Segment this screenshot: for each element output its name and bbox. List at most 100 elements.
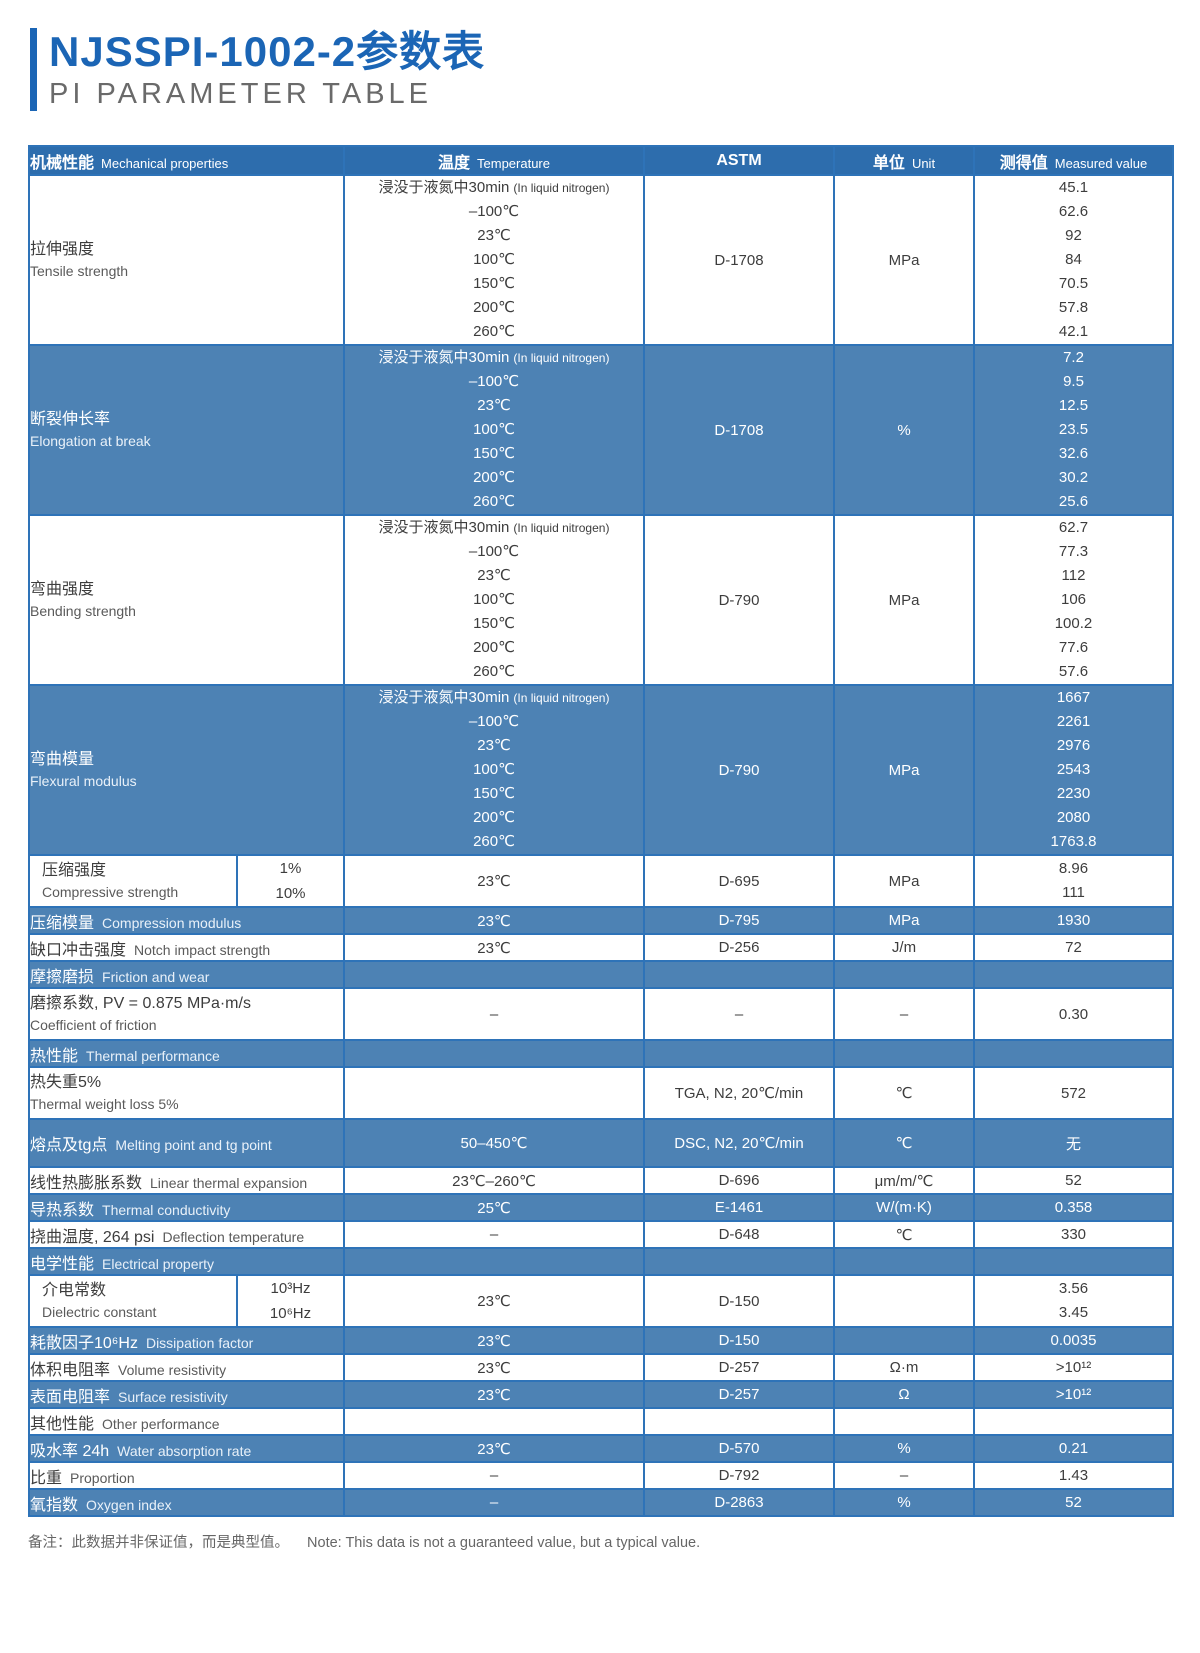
temperature-cell: 23℃–260℃: [343, 1166, 645, 1195]
property-label-cell: 拉伸强度 Tensile strength: [28, 174, 345, 346]
temperature-line: 200℃: [473, 469, 515, 486]
value-cell: >10¹²: [973, 1380, 1174, 1409]
temperature-line: 150℃: [473, 445, 515, 462]
value-cell: 1667 2261 2976 2543 2230 2080 1763.8: [973, 684, 1174, 856]
property-label-en: Other performance: [102, 1415, 220, 1432]
astm-cell: D-256: [643, 933, 835, 962]
page-subtitle: PI PARAMETER TABLE: [49, 78, 433, 110]
property-label-cell: 弯曲模量 Flexural modulus: [28, 684, 345, 856]
value-line: 57.8: [1058, 299, 1089, 316]
temperature-cell: –: [343, 1461, 645, 1490]
table-row: 挠曲温度, 264 psi Deflection temperature – D-64…: [28, 1220, 1174, 1249]
value-line: 57.6: [1058, 663, 1089, 680]
astm-cell: D-570: [643, 1434, 835, 1463]
column-header-zh: 测得值: [999, 154, 1048, 172]
property-label-en: Electrical property: [102, 1255, 215, 1272]
table-row: 摩擦磨损 Friction and wear: [28, 960, 1174, 989]
value-line: 23.5: [1058, 421, 1089, 438]
astm-cell: D-696: [643, 1166, 835, 1195]
value-line: 45.1: [1058, 179, 1089, 196]
astm-cell: D-1708: [643, 174, 835, 346]
value-cell: 330: [973, 1220, 1174, 1249]
property-label-en: Tensile strength: [30, 263, 129, 279]
property-label-zh: 耗散因子10⁶Hz: [30, 1334, 138, 1352]
temperature-cell: 23℃: [343, 1353, 645, 1382]
condition-sublabel: 1%: [279, 860, 302, 877]
column-header-zh: 单位: [872, 154, 905, 172]
footer-note: 备注：此数据并非保证值，而是典型值。 Note: This data is no…: [28, 1531, 1200, 1552]
property-label-en: Flexural modulus: [30, 773, 137, 789]
empty-cell: [343, 1247, 645, 1276]
unit-cell: μm/m/℃: [833, 1166, 975, 1195]
empty-cell: [973, 960, 1174, 989]
unit-cell: –: [833, 1461, 975, 1490]
property-label-en: Thermal performance: [86, 1047, 220, 1064]
value-cell: 572: [973, 1066, 1174, 1120]
table-row: 耗散因子10⁶Hz Dissipation factor 23℃ D-150 0.003…: [28, 1326, 1174, 1355]
unit-cell: MPa: [833, 906, 975, 935]
parameter-table: 机械性能 Mechanical properties 温度 Temperature AS…: [28, 145, 1174, 1517]
temperature-line: 150℃: [473, 615, 515, 632]
footer-note-zh: 备注：此数据并非保证值，而是典型值。: [28, 1535, 289, 1551]
property-label-zh: 挠曲温度, 264 psi: [30, 1228, 155, 1246]
property-label-en: Thermal weight loss 5%: [30, 1096, 179, 1112]
property-label-en: Coefficient of friction: [30, 1017, 157, 1033]
value-line: 7.2: [1063, 349, 1084, 366]
footer-note-en: Note: This data is not a guaranteed valu…: [307, 1535, 701, 1551]
value-line: 2080: [1056, 809, 1091, 826]
value-cell: 72: [973, 933, 1174, 962]
astm-cell: D-790: [643, 684, 835, 856]
table-row: 缺口冲击强度 Notch impact strength 23℃ D-256 J/m 72: [28, 933, 1174, 962]
empty-cell: [343, 960, 645, 989]
column-header-en: Mechanical properties: [101, 155, 229, 171]
unit-cell: MPa: [833, 514, 975, 686]
column-header-zh: ASTM: [716, 151, 762, 169]
property-label-cell: 压缩强度 Compressive strength 1% 10%: [28, 854, 345, 908]
value-cell: 0.21: [973, 1434, 1174, 1463]
value-line: 3.56: [1058, 1280, 1089, 1297]
temperature-cell: –: [343, 1220, 645, 1249]
temperature-cell: [343, 1066, 645, 1120]
value-cell: >10¹²: [973, 1353, 1174, 1382]
temperature-line: 23℃: [477, 567, 511, 584]
temperature-line: 100℃: [473, 251, 515, 268]
condition-sublabels: 1% 10%: [236, 857, 342, 905]
temperature-line: 浸没于液氮中30min (In liquid nitrogen): [378, 349, 610, 366]
value-cell: 3.56 3.45: [973, 1274, 1174, 1328]
astm-cell: D-792: [643, 1461, 835, 1490]
page-title: NJSSPI-1002-2参数表: [49, 28, 486, 75]
property-label-cell: 氧指数 Oxygen index: [28, 1488, 345, 1517]
property-label-zh: 摩擦磨损: [30, 968, 95, 986]
condition-sublabel: 10⁶Hz: [269, 1305, 312, 1322]
temperature-line: 100℃: [473, 591, 515, 608]
column-header-en: Temperature: [477, 155, 550, 171]
table-row: 压缩强度 Compressive strength 1% 10% 23℃ D-695 MPa…: [28, 854, 1174, 908]
value-cell: 0.30: [973, 987, 1174, 1041]
property-label-en: Dissipation factor: [145, 1334, 254, 1351]
property-label-cell: 耗散因子10⁶Hz Dissipation factor: [28, 1326, 345, 1355]
empty-cell: [643, 1039, 835, 1068]
property-label-cell: 吸水率 24h Water absorption rate: [28, 1434, 345, 1463]
value-line: 3.45: [1058, 1304, 1089, 1321]
property-label-en: Friction and wear: [102, 968, 210, 985]
property-label-en: Compression modulus: [102, 914, 242, 931]
value-line: 25.6: [1058, 493, 1089, 510]
property-label-zh: 氧指数: [30, 1496, 79, 1514]
value-line: 32.6: [1058, 445, 1089, 462]
table-row: 表面电阻率 Surface resistivity 23℃ D-257 Ω >10¹²: [28, 1380, 1174, 1409]
empty-cell: [833, 960, 975, 989]
property-label-zh: 压缩模量: [30, 914, 95, 932]
temperature-cell: –: [343, 987, 645, 1041]
property-label-zh: 吸水率 24h: [30, 1442, 110, 1460]
section-label-cell: 摩擦磨损 Friction and wear: [28, 960, 345, 989]
column-header-zh: 温度: [438, 154, 471, 172]
property-label: 压缩强度 Compressive strength: [31, 859, 236, 903]
column-header-en: Unit: [911, 155, 936, 171]
property-label-zh: 热失重5%: [30, 1074, 102, 1091]
astm-cell: D-795: [643, 906, 835, 935]
temperature-line: –100℃: [468, 543, 520, 560]
temperature-line: 200℃: [473, 299, 515, 316]
value-line: 2261: [1056, 713, 1091, 730]
property-label-zh: 弯曲模量: [30, 751, 95, 768]
